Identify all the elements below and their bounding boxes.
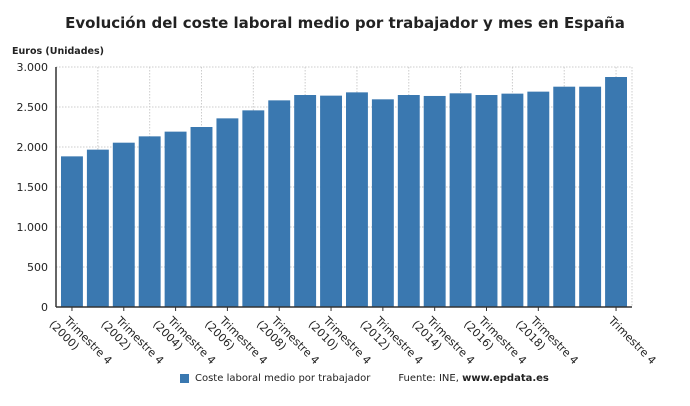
y-tick-label: 2.000 (17, 141, 49, 154)
bar (397, 95, 420, 307)
bar (527, 91, 550, 307)
legend: Coste laboral medio por trabajador Fuent… (180, 373, 549, 384)
x-tick-label: Trimestre 4(2018) (513, 308, 581, 376)
y-tick-label: 0 (41, 301, 48, 314)
bar (190, 127, 213, 307)
x-tick-label: Trimestre 4(2002) (98, 308, 166, 376)
x-tick-label: Trimestre 4(2012) (358, 308, 426, 376)
source-site: www.epdata.es (462, 373, 549, 384)
bar (216, 118, 239, 307)
legend-label: Coste laboral medio por trabajador (195, 373, 371, 384)
bar (138, 136, 161, 307)
bar (475, 95, 498, 307)
bar (579, 86, 602, 308)
bar (164, 131, 187, 307)
y-tick-label: 2.500 (17, 101, 49, 114)
bar (268, 100, 291, 307)
x-tick-label: Trimestre 4(2016) (461, 308, 529, 376)
x-tick-label: Trimestre 4(2008) (254, 308, 322, 376)
y-tick-label: 3.000 (17, 61, 49, 74)
bar (605, 77, 627, 307)
x-tick-label: Trimestre 4(2014) (409, 308, 477, 376)
bar (61, 156, 83, 307)
y-tick-label: 1.000 (17, 221, 49, 234)
bar (449, 93, 472, 307)
bar (423, 95, 446, 308)
source-note: Fuente: INE, www.epdata.es (398, 373, 549, 384)
x-tick-label: Trimestre 4(2006) (202, 308, 270, 376)
bar (320, 95, 342, 307)
bar (86, 149, 109, 307)
bar (553, 86, 576, 308)
y-axis-label: Euros (Unidades) (12, 46, 104, 57)
y-tick-label: 500 (27, 261, 48, 274)
source-prefix: Fuente: INE, (398, 373, 463, 384)
legend-swatch (180, 374, 189, 383)
bar (294, 95, 317, 307)
bar (112, 142, 135, 307)
x-tick-label: Trimestre 4(2000) (47, 308, 115, 376)
x-tick-label: Trimestre 4(2010) (306, 308, 374, 376)
bar (371, 99, 394, 307)
x-tick-label: Trimestre 4 (605, 313, 659, 367)
bar (346, 92, 368, 307)
chart-title: Evolución del coste laboral medio por tr… (65, 14, 625, 32)
y-tick-label: 1.500 (17, 181, 49, 194)
x-tick-label: Trimestre 4(2004) (150, 308, 218, 376)
bar (242, 110, 265, 307)
bar (501, 93, 524, 307)
